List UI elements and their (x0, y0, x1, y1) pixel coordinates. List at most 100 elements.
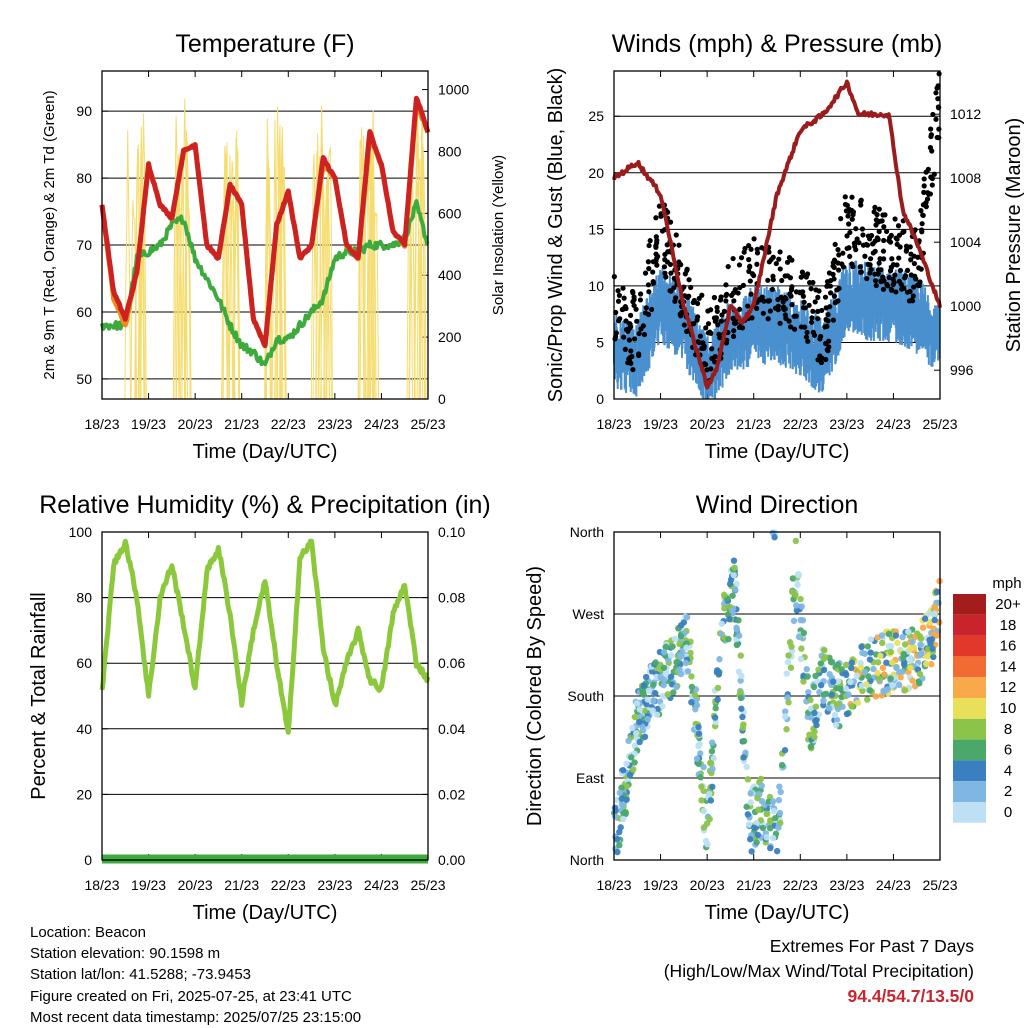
gust-point (906, 298, 912, 304)
direction-point (636, 706, 643, 713)
gust-point (806, 302, 812, 308)
direction-point (807, 705, 815, 712)
solar-line (372, 212, 380, 400)
direction-point (821, 646, 828, 654)
gust-point (875, 267, 881, 273)
gust-point (867, 256, 874, 262)
direction-point (853, 672, 861, 679)
gust-point (654, 262, 660, 268)
direction-point (739, 724, 747, 732)
gust-point (911, 253, 917, 259)
direction-point (667, 673, 675, 680)
gust-point (789, 257, 795, 263)
solar-line (271, 119, 279, 400)
direction-point (775, 796, 783, 804)
direction-point (916, 679, 923, 687)
direction-point (740, 737, 748, 745)
direction-point (619, 767, 627, 774)
direction-point (861, 668, 869, 676)
legend-label: 12 (1000, 679, 1017, 696)
panel-title: Winds (mph) & Pressure (mb) (612, 30, 943, 58)
gust-point (862, 253, 868, 259)
direction-point (735, 668, 743, 676)
gust-point (628, 324, 634, 330)
gust-point (881, 224, 887, 230)
legend-swatch (953, 635, 986, 657)
legend-swatch (953, 739, 986, 761)
gust-point (844, 245, 850, 252)
x-tick-label: 19/23 (131, 877, 166, 893)
x-tick-label: 21/23 (736, 877, 771, 893)
direction-point (751, 824, 758, 831)
gust-point (749, 271, 755, 277)
direction-point (919, 624, 927, 631)
gust-point (858, 198, 864, 205)
gust-point (628, 348, 634, 354)
direction-point (797, 616, 804, 624)
direction-point (763, 834, 770, 841)
direction-point (708, 747, 716, 755)
gust-point (801, 299, 807, 305)
gust-point (930, 111, 936, 118)
direction-point (660, 681, 667, 689)
direction-point (623, 783, 630, 790)
direction-point (664, 691, 671, 698)
gust-point (916, 283, 922, 289)
gust-point (808, 286, 814, 292)
gust-point (864, 276, 870, 282)
y-axis-label: Percent & Total Rainfall (28, 592, 50, 800)
plot-frame (101, 531, 429, 861)
gust-point (760, 310, 766, 316)
direction-point (842, 661, 850, 669)
gust-point (875, 236, 881, 243)
gust-point (904, 267, 911, 273)
gust-point (688, 284, 694, 291)
gust-point (860, 232, 866, 238)
direction-point (746, 836, 754, 843)
x-tick-label: 18/23 (84, 877, 119, 893)
direction-point (788, 643, 795, 650)
location-text: Location: Beacon (30, 924, 146, 941)
gust-point (817, 353, 823, 359)
gust-point (921, 183, 927, 189)
gust-point (747, 278, 753, 284)
direction-point (716, 656, 723, 663)
gust-point (765, 277, 771, 283)
gust-point (826, 283, 833, 289)
gust-point (662, 251, 668, 258)
direction-point (617, 824, 624, 831)
gust-point (782, 312, 788, 318)
direction-point (820, 697, 827, 705)
gust-point (691, 321, 697, 327)
gust-point (723, 340, 730, 346)
direction-point (709, 783, 716, 791)
direction-point (745, 821, 753, 828)
direction-point (887, 642, 895, 650)
direction-point (753, 839, 760, 846)
gust-point (825, 311, 831, 318)
gust-point (871, 209, 877, 215)
direction-point (683, 613, 691, 621)
direction-point (879, 639, 886, 647)
pressure-line (612, 79, 942, 390)
direction-point (645, 687, 653, 694)
gust-point (711, 315, 718, 321)
gust-point (653, 258, 659, 264)
direction-point (901, 641, 909, 648)
gust-point (896, 278, 902, 284)
direction-point (616, 789, 624, 796)
direction-point (748, 848, 755, 855)
y-tick-label: 0 (596, 391, 604, 407)
direction-point (831, 711, 839, 719)
gust-point (705, 308, 711, 314)
gust-point (621, 295, 627, 301)
gust-point (728, 292, 735, 298)
y-tick-label-right: 1012 (950, 106, 981, 122)
direction-point (777, 788, 784, 796)
direction-point (877, 652, 884, 660)
direction-point (926, 619, 934, 626)
gust-point (737, 306, 743, 312)
x-tick-label: 25/23 (922, 416, 957, 432)
y-tick-label: 100 (69, 524, 93, 540)
gust-point (859, 226, 865, 232)
